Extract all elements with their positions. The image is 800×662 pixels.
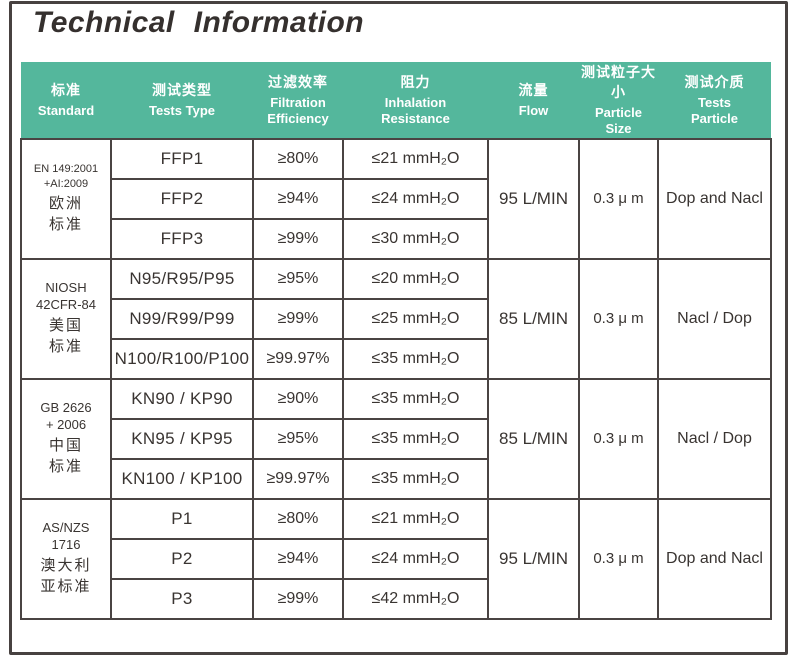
header-label-en: Filtration Efficiency — [267, 95, 329, 127]
standard-cell: NIOSH 42CFR-84 美国 标准 — [20, 257, 112, 380]
filtration-efficiency-cell: ≥99.97% — [252, 457, 344, 500]
header-label-en: Flow — [518, 103, 549, 119]
header-label-en: Particle Size — [595, 105, 642, 137]
header-label-zh: 过滤效率 — [268, 74, 328, 90]
standard-name-zh: 澳大利 亚标准 — [40, 557, 92, 596]
inhalation-resistance-cell: ≤30 mmH₂O — [342, 217, 489, 260]
standard-code: EN 149:2001 +AI:2009 — [33, 163, 99, 190]
column-header-particle: 测试粒子大小 Particle Size — [579, 62, 658, 139]
inhalation-resistance-cell: ≤25 mmH₂O — [342, 297, 489, 340]
flow-cell: 95 L/MIN — [487, 497, 580, 620]
standard-name-zh: 中国 标准 — [48, 437, 83, 476]
standard-cell: AS/NZS 1716 澳大利 亚标准 — [20, 497, 112, 620]
inhalation-resistance-cell: ≤35 mmH₂O — [342, 377, 489, 420]
particle-size-cell: 0.3 μ m — [578, 257, 659, 380]
inhalation-resistance-cell: ≤42 mmH₂O — [342, 577, 489, 620]
table-row: FFP2 ≥94% ≤24 mmH₂O — [21, 177, 771, 220]
standard-name-zh: 美国 标准 — [48, 317, 83, 356]
test-type-cell: KN95 / KP95 — [110, 417, 254, 460]
page-title: Technical Information — [33, 6, 365, 39]
column-header-flow: 流量 Flow — [488, 62, 579, 139]
header-label-zh: 测试类型 — [152, 82, 212, 99]
test-type-cell: FFP2 — [110, 177, 254, 220]
test-type-cell: FFP3 — [110, 217, 254, 260]
test-particle-cell: Nacl / Dop — [657, 257, 772, 380]
inhalation-resistance-cell: ≤21 mmH₂O — [342, 137, 489, 180]
table-row: P2 ≥94% ≤24 mmH₂O — [21, 537, 771, 580]
filtration-efficiency-cell: ≥99.97% — [252, 337, 344, 380]
filtration-efficiency-cell: ≥95% — [252, 417, 344, 460]
test-type-cell: KN100 / KP100 — [110, 457, 254, 500]
table-row: GB 2626 + 2006 中国 标准 KN90 / KP90 ≥90% ≤35 mm… — [20, 377, 772, 500]
particle-size-cell: 0.3 μ m — [578, 137, 659, 260]
inhalation-resistance-cell: ≤35 mmH₂O — [342, 417, 489, 460]
test-particle-cell: Dop and Nacl — [657, 497, 772, 620]
test-type-cell: N95/R95/P95 — [110, 257, 254, 300]
standard-cell: GB 2626 + 2006 中国 标准 — [20, 377, 112, 500]
flow-cell: 95 L/MIN — [487, 137, 580, 260]
table-row: KN95 / KP95 ≥95% ≤35 mmH₂O — [21, 417, 771, 460]
table-row: FFP3 ≥99% ≤30 mmH₂O — [21, 217, 771, 260]
header-label-zh: 标准 — [51, 82, 81, 99]
spec-table: 标准 Standard 测试类型 Tests Type 过滤效率 Filtration E… — [20, 62, 772, 620]
table-row: AS/NZS 1716 澳大利 亚标准 P1 ≥80% ≤21 mmH₂O 95 L/MI… — [20, 497, 772, 620]
filtration-efficiency-cell: ≥99% — [252, 217, 344, 260]
inhalation-resistance-cell: ≤35 mmH₂O — [342, 337, 489, 380]
filtration-efficiency-cell: ≥95% — [252, 257, 344, 300]
filtration-efficiency-cell: ≥90% — [252, 377, 344, 420]
test-type-cell: P1 — [110, 497, 254, 540]
standard-code: NIOSH 42CFR-84 — [36, 279, 96, 312]
filtration-efficiency-cell: ≥80% — [252, 497, 344, 540]
header-label-en: Tests Type — [149, 103, 215, 119]
table-row: NIOSH 42CFR-84 美国 标准 N95/R95/P95 ≥95% ≤20 mm… — [20, 257, 772, 380]
filtration-efficiency-cell: ≥80% — [252, 137, 344, 180]
particle-size-cell: 0.3 μ m — [578, 377, 659, 500]
header-label-zh: 测试粒子大小 — [581, 64, 656, 100]
standard-code: GB 2626 + 2006 — [40, 399, 92, 432]
filtration-efficiency-cell: ≥99% — [252, 577, 344, 620]
flow-cell: 85 L/MIN — [487, 377, 580, 500]
flow-cell: 85 L/MIN — [487, 257, 580, 380]
filtration-efficiency-cell: ≥99% — [252, 297, 344, 340]
test-particle-cell: Nacl / Dop — [657, 377, 772, 500]
test-type-cell: P2 — [110, 537, 254, 580]
header-label-en: Standard — [37, 103, 95, 119]
table-row: N100/R100/P100 ≥99.97% ≤35 mmH₂O — [21, 337, 771, 380]
column-header-tests-type: 测试类型 Tests Type — [111, 62, 253, 139]
table-row: N99/R99/P99 ≥99% ≤25 mmH₂O — [21, 297, 771, 340]
inhalation-resistance-cell: ≤35 mmH₂O — [342, 457, 489, 500]
test-type-cell: N100/R100/P100 — [110, 337, 254, 380]
test-type-cell: N99/R99/P99 — [110, 297, 254, 340]
column-header-filtration: 过滤效率 Filtration Efficiency — [253, 62, 343, 139]
standard-code: AS/NZS 1716 — [42, 519, 90, 552]
table-header-row: 标准 Standard 测试类型 Tests Type 过滤效率 Filtration E… — [21, 62, 771, 139]
filtration-efficiency-cell: ≥94% — [252, 177, 344, 220]
test-type-cell: KN90 / KP90 — [110, 377, 254, 420]
header-label-zh: 流量 — [518, 82, 549, 99]
inhalation-resistance-cell: ≤24 mmH₂O — [342, 537, 489, 580]
header-label-zh: 阻力 — [400, 74, 431, 90]
inhalation-resistance-cell: ≤21 mmH₂O — [342, 497, 489, 540]
header-label-zh: 测试介质 — [684, 74, 745, 90]
header-label-en: Tests Particle — [691, 95, 738, 127]
column-header-tests: 测试介质 Tests Particle — [658, 62, 771, 139]
particle-size-cell: 0.3 μ m — [578, 497, 659, 620]
filtration-efficiency-cell: ≥94% — [252, 537, 344, 580]
inhalation-resistance-cell: ≤20 mmH₂O — [342, 257, 489, 300]
inhalation-resistance-cell: ≤24 mmH₂O — [342, 177, 489, 220]
standard-name-zh: 欧洲 标准 — [48, 194, 83, 233]
test-type-cell: FFP1 — [110, 137, 254, 180]
table-row: P3 ≥99% ≤42 mmH₂O — [21, 577, 771, 620]
column-header-standard: 标准 Standard — [21, 62, 111, 139]
table-row: EN 149:2001 +AI:2009 欧洲 标准 FFP1 ≥80% ≤21 mmH… — [20, 137, 772, 260]
table-row: KN100 / KP100 ≥99.97% ≤35 mmH₂O — [21, 457, 771, 500]
test-type-cell: P3 — [110, 577, 254, 620]
test-particle-cell: Dop and Nacl — [657, 137, 772, 260]
header-label-en: Inhalation Resistance — [381, 95, 450, 127]
standard-cell: EN 149:2001 +AI:2009 欧洲 标准 — [20, 137, 112, 260]
column-header-inhalation: 阻力 Inhalation Resistance — [343, 62, 488, 139]
